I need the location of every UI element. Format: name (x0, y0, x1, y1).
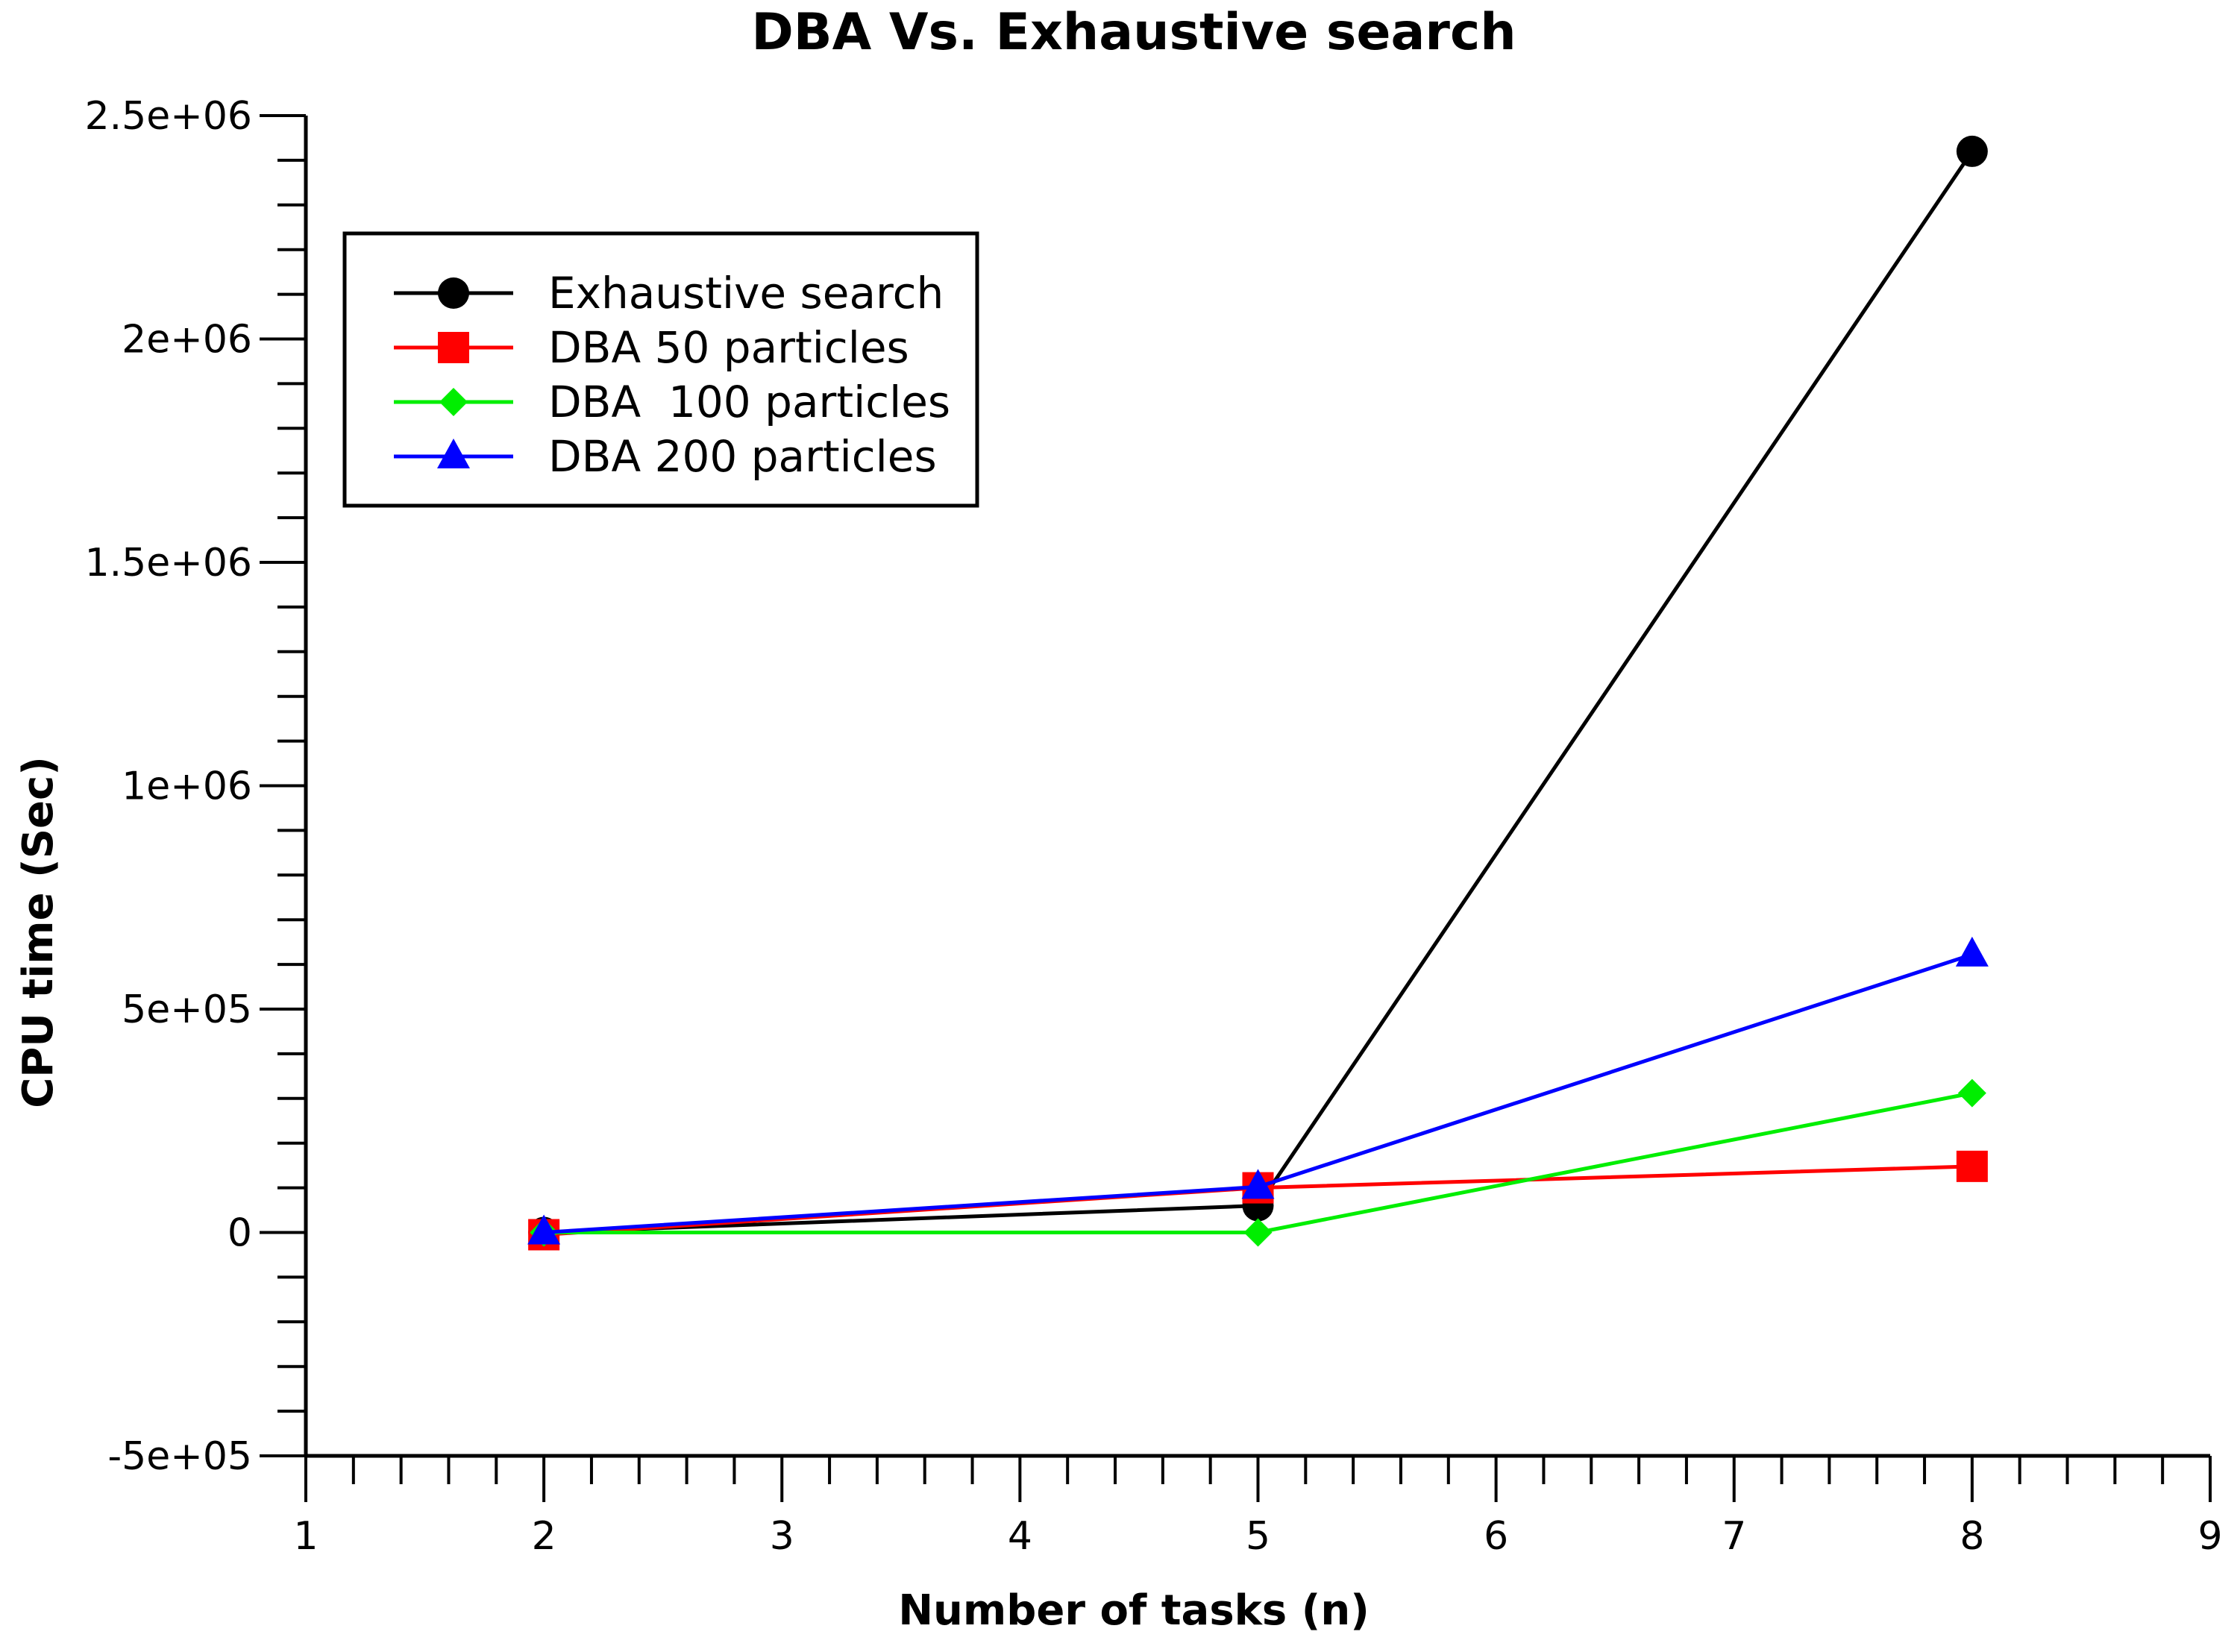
legend-marker (437, 439, 470, 468)
y-tick-label: 1.5e+06 (85, 541, 252, 585)
y-tick-label: 0 (228, 1211, 252, 1256)
x-tick-label: 2 (532, 1514, 556, 1559)
data-point-dba-200-particles (1955, 936, 1989, 967)
chart-title: DBA Vs. Exhaustive search (751, 3, 1516, 62)
x-tick-label: 4 (1008, 1514, 1032, 1559)
legend-label: DBA 200 particles (548, 431, 937, 482)
x-tick-label: 9 (2197, 1514, 2222, 1559)
x-tick-label: 5 (1246, 1514, 1270, 1559)
data-point-exhaustive-search (1956, 135, 1988, 167)
legend-entry-dba-50-particles: DBA 50 particles (394, 322, 909, 373)
y-tick-label: -5e+05 (107, 1434, 252, 1479)
x-tick-label: 1 (293, 1514, 318, 1559)
y-tick-label: 2.5e+06 (85, 94, 252, 139)
legend-label: DBA 50 particles (548, 322, 909, 373)
axes: -5e+05 0 5e+05 1e+06 1.5e+06 2e+06 2.5e+06 1 2 3 4… (85, 94, 2223, 1559)
y-tick-label: 1e+06 (122, 764, 252, 809)
data-point-dba-200-particles (527, 1214, 561, 1245)
legend-marker (438, 277, 469, 309)
legend-entry-exhaustive-search: Exhaustive search (394, 268, 944, 318)
y-tick-label: 2e+06 (122, 318, 252, 362)
y-axis-label: CPU time (Sec) (14, 756, 63, 1108)
x-tick-label: 6 (1484, 1514, 1508, 1559)
data-point-dba-100-particles (1243, 1218, 1273, 1247)
legend-marker (439, 388, 468, 416)
series-dba-200-particles (527, 936, 1989, 1245)
legend-entry-dba-200-particles: DBA 200 particles (394, 431, 937, 482)
x-axis-label: Number of tasks (n) (898, 1586, 1370, 1635)
legend-marker (438, 332, 469, 363)
x-tick-label: 7 (1722, 1514, 1746, 1559)
x-tick-label: 3 (770, 1514, 794, 1559)
legend-label: DBA 100 particles (548, 377, 950, 427)
legend-label: Exhaustive search (548, 268, 944, 318)
data-point-dba-50-particles (1956, 1150, 1988, 1182)
legend-entry-dba-100-particles: DBA 100 particles (394, 377, 950, 427)
data-point-dba-100-particles (1957, 1078, 1986, 1108)
x-tick-label: 8 (1960, 1514, 1984, 1559)
y-tick-label: 5e+05 (122, 987, 252, 1032)
data-point-dba-200-particles (1241, 1169, 1275, 1199)
series-layer (527, 135, 1989, 1251)
